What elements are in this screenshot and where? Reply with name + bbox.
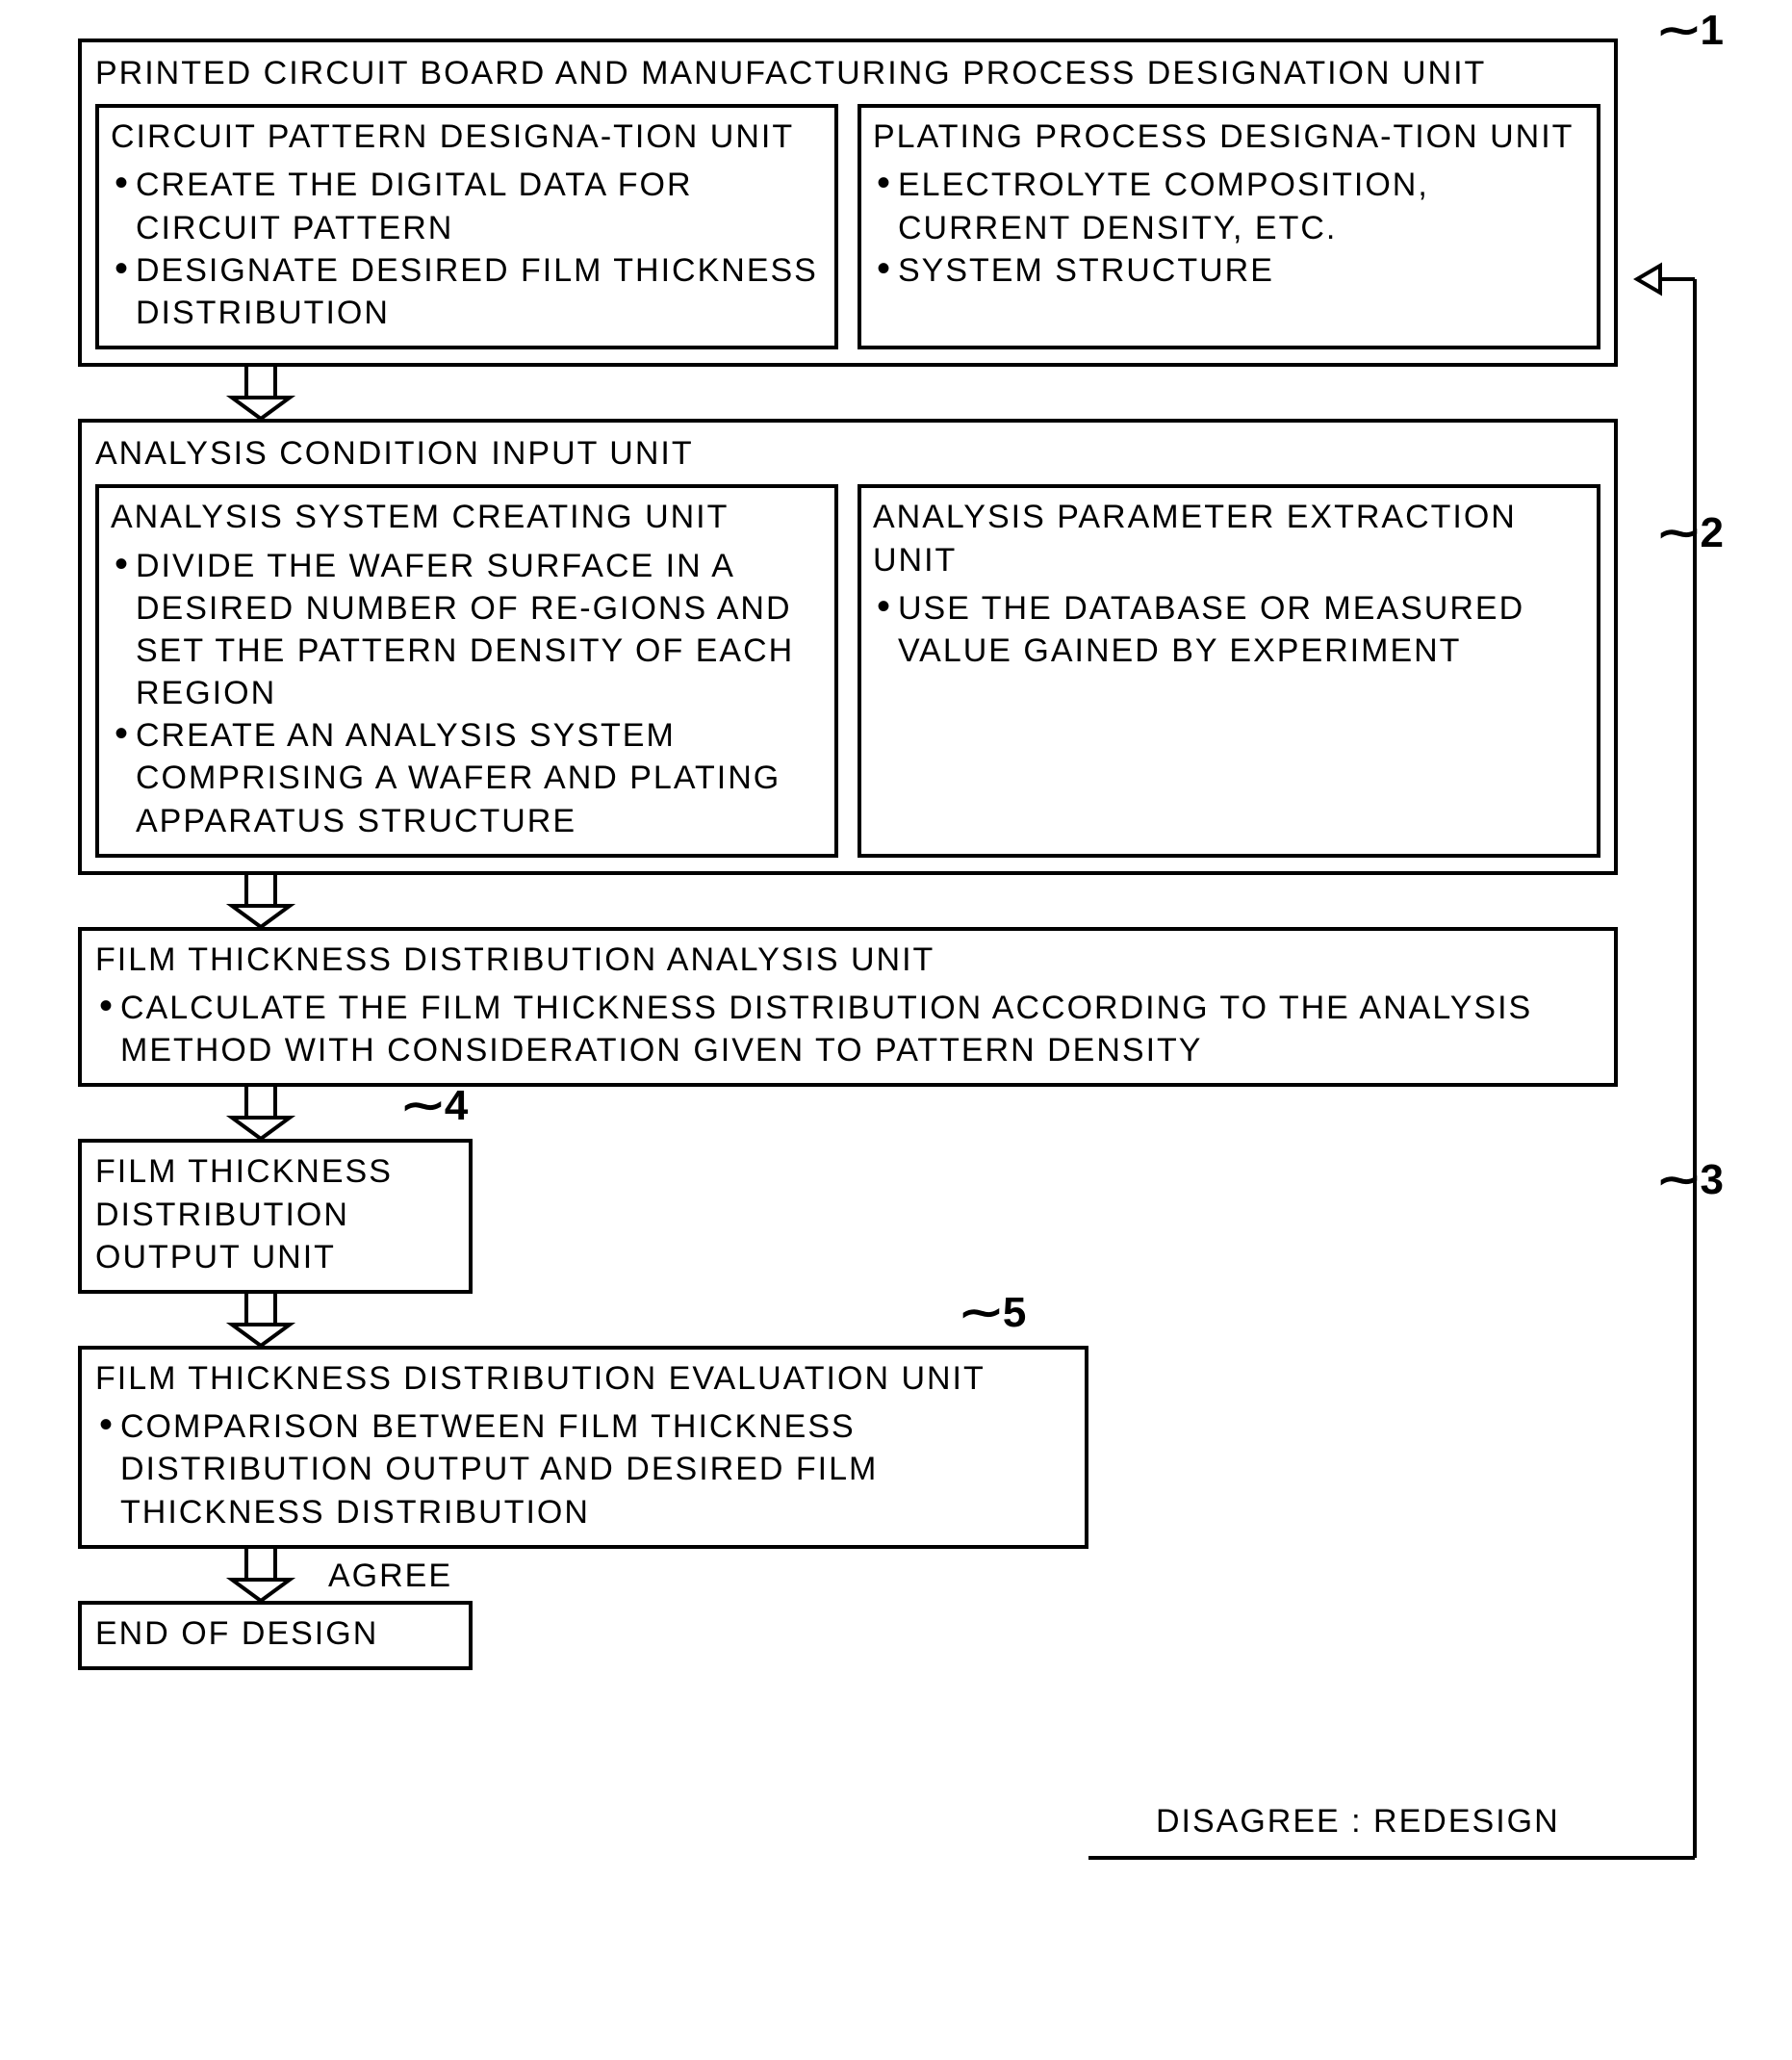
box1-right-title: PLATING PROCESS DESIGNA-TION UNIT bbox=[873, 116, 1585, 158]
label-1: ∼1 bbox=[1661, 6, 1724, 55]
label-5: ∼5 bbox=[963, 1288, 1026, 1337]
box-analysis-unit: FILM THICKNESS DISTRIBUTION ANALYSIS UNI… bbox=[78, 927, 1618, 1088]
box6-title: END OF DESIGN bbox=[95, 1612, 455, 1655]
box1-left-title: CIRCUIT PATTERN DESIGNA-TION UNIT bbox=[111, 116, 823, 158]
arrow-4-5: ∼5 bbox=[78, 1294, 1714, 1346]
label-2: ∼2 bbox=[1661, 508, 1724, 557]
box-designation-unit: PRINTED CIRCUIT BOARD AND MANUFACTURING … bbox=[78, 39, 1618, 367]
box1-left-b1: CREATE THE DIGITAL DATA FOR CIRCUIT PATT… bbox=[111, 164, 823, 248]
box1-right-b1: ELECTROLYTE COMPOSITION, CURRENT DENSITY… bbox=[873, 164, 1585, 248]
box2-right-title: ANALYSIS PARAMETER EXTRACTION UNIT bbox=[873, 496, 1585, 580]
box2-left: ANALYSIS SYSTEM CREATING UNIT DIVIDE THE… bbox=[95, 484, 838, 858]
box2-right-b1: USE THE DATABASE OR MEASURED VALUE GAINE… bbox=[873, 587, 1585, 672]
box-end: END OF DESIGN bbox=[78, 1601, 473, 1670]
box1-right: PLATING PROCESS DESIGNA-TION UNIT ELECTR… bbox=[858, 104, 1600, 349]
arrow-5-end: AGREE bbox=[78, 1549, 1714, 1601]
box4-title: FILM THICKNESS DISTRIBUTION OUTPUT UNIT bbox=[95, 1150, 455, 1278]
box-evaluation-unit: FILM THICKNESS DISTRIBUTION EVALUATION U… bbox=[78, 1346, 1088, 1549]
label-3: ∼3 bbox=[1661, 1155, 1724, 1204]
box3-b1: CALCULATE THE FILM THICKNESS DISTRIBUTIO… bbox=[95, 987, 1600, 1071]
box5-title: FILM THICKNESS DISTRIBUTION EVALUATION U… bbox=[95, 1357, 1071, 1400]
box1-right-b2: SYSTEM STRUCTURE bbox=[873, 249, 1585, 292]
box2-title: ANALYSIS CONDITION INPUT UNIT bbox=[95, 432, 1600, 475]
arrow-2-3 bbox=[78, 875, 1714, 927]
box1-left-b2: DESIGNATE DESIRED FILM THICKNESS DISTRIB… bbox=[111, 249, 823, 334]
box1-title: PRINTED CIRCUIT BOARD AND MANUFACTURING … bbox=[95, 52, 1600, 94]
box5-b1: COMPARISON BETWEEN FILM THICKNESS DISTRI… bbox=[95, 1405, 1071, 1533]
box2-left-b1: DIVIDE THE WAFER SURFACE IN A DESIRED NU… bbox=[111, 545, 823, 715]
arrow-1-2 bbox=[78, 367, 1714, 419]
agree-label: AGREE bbox=[328, 1555, 452, 1597]
box-output-unit: FILM THICKNESS DISTRIBUTION OUTPUT UNIT bbox=[78, 1139, 473, 1294]
arrow-3-4: ∼4 bbox=[78, 1087, 1714, 1139]
box2-left-b2: CREATE AN ANALYSIS SYSTEM COMPRISING A W… bbox=[111, 714, 823, 842]
box3-title: FILM THICKNESS DISTRIBUTION ANALYSIS UNI… bbox=[95, 939, 1600, 981]
flowchart-diagram: ∼1 PRINTED CIRCUIT BOARD AND MANUFACTURI… bbox=[78, 39, 1714, 1670]
box2-left-title: ANALYSIS SYSTEM CREATING UNIT bbox=[111, 496, 823, 538]
box2-right: ANALYSIS PARAMETER EXTRACTION UNIT USE T… bbox=[858, 484, 1600, 858]
label-4: ∼4 bbox=[405, 1081, 468, 1130]
box-analysis-condition: ANALYSIS CONDITION INPUT UNIT ANALYSIS S… bbox=[78, 419, 1618, 875]
disagree-label: DISAGREE : REDESIGN bbox=[1156, 1800, 1560, 1842]
box1-left: CIRCUIT PATTERN DESIGNA-TION UNIT CREATE… bbox=[95, 104, 838, 349]
